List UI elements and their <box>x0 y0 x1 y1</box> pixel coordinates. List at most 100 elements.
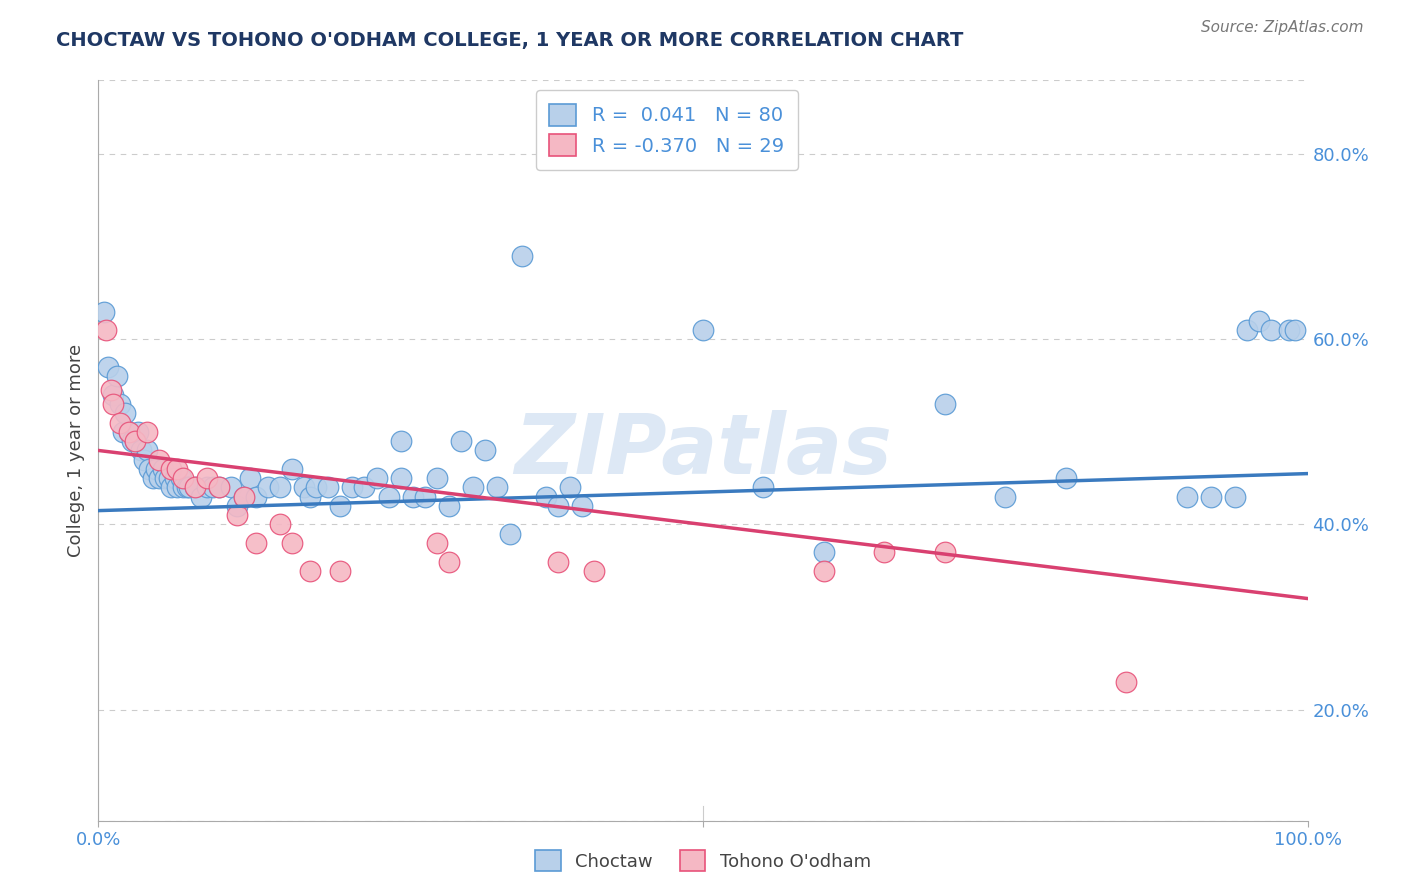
Point <box>160 462 183 476</box>
Legend: Choctaw, Tohono O'odham: Choctaw, Tohono O'odham <box>529 843 877 879</box>
Point <box>1260 323 1282 337</box>
Point <box>148 471 170 485</box>
Point <box>179 480 201 494</box>
Point <box>202 480 225 494</box>
Point <box>389 434 412 449</box>
Text: ZIPatlas: ZIPatlas <box>515 410 891 491</box>
Point <box>498 526 520 541</box>
Point <box>934 545 956 559</box>
Point <box>1199 490 1222 504</box>
Point <box>245 536 267 550</box>
Point <box>208 480 231 494</box>
Point <box>534 490 557 504</box>
Point <box>172 471 194 485</box>
Point <box>118 425 141 439</box>
Point <box>169 471 191 485</box>
Point <box>510 249 533 263</box>
Point <box>873 545 896 559</box>
Point <box>547 555 569 569</box>
Point <box>232 490 254 504</box>
Point <box>190 490 212 504</box>
Point <box>127 425 149 439</box>
Point <box>329 564 352 578</box>
Point <box>108 397 131 411</box>
Point <box>994 490 1017 504</box>
Point <box>100 384 122 398</box>
Point <box>450 434 472 449</box>
Point <box>157 471 180 485</box>
Point <box>153 471 176 485</box>
Point <box>124 434 146 449</box>
Point <box>1175 490 1198 504</box>
Point <box>292 480 315 494</box>
Point <box>195 480 218 494</box>
Point <box>221 480 243 494</box>
Point <box>166 462 188 476</box>
Point <box>281 536 304 550</box>
Point <box>316 480 339 494</box>
Point <box>366 471 388 485</box>
Point <box>437 555 460 569</box>
Point <box>245 490 267 504</box>
Point <box>145 462 167 476</box>
Point <box>152 462 174 476</box>
Point <box>752 480 775 494</box>
Point <box>142 471 165 485</box>
Point <box>176 480 198 494</box>
Point <box>1278 323 1301 337</box>
Point <box>813 564 835 578</box>
Point <box>184 480 207 494</box>
Point <box>813 545 835 559</box>
Point <box>1236 323 1258 337</box>
Point <box>138 462 160 476</box>
Point <box>342 480 364 494</box>
Point <box>299 490 322 504</box>
Point <box>134 452 156 467</box>
Point <box>256 480 278 494</box>
Point <box>97 360 120 375</box>
Point <box>389 471 412 485</box>
Legend: R =  0.041   N = 80, R = -0.370   N = 29: R = 0.041 N = 80, R = -0.370 N = 29 <box>536 90 797 169</box>
Point <box>172 480 194 494</box>
Point <box>226 508 249 523</box>
Point <box>571 499 593 513</box>
Point <box>558 480 581 494</box>
Point <box>329 499 352 513</box>
Point <box>269 480 291 494</box>
Point <box>208 480 231 494</box>
Point <box>163 471 186 485</box>
Point <box>437 499 460 513</box>
Point <box>195 471 218 485</box>
Point <box>135 425 157 439</box>
Point <box>129 443 152 458</box>
Point <box>108 416 131 430</box>
Point <box>121 434 143 449</box>
Point <box>239 471 262 485</box>
Point <box>305 480 328 494</box>
Point <box>232 490 254 504</box>
Text: CHOCTAW VS TOHONO O'ODHAM COLLEGE, 1 YEAR OR MORE CORRELATION CHART: CHOCTAW VS TOHONO O'ODHAM COLLEGE, 1 YEA… <box>56 31 963 50</box>
Point <box>269 517 291 532</box>
Point <box>486 480 509 494</box>
Point <box>474 443 496 458</box>
Point <box>426 536 449 550</box>
Point <box>1284 323 1306 337</box>
Point <box>101 388 124 402</box>
Point <box>124 434 146 449</box>
Point <box>1115 674 1137 689</box>
Point <box>1223 490 1246 504</box>
Point <box>160 480 183 494</box>
Point <box>583 564 606 578</box>
Point <box>111 425 134 439</box>
Point <box>934 397 956 411</box>
Point <box>118 425 141 439</box>
Point <box>692 323 714 337</box>
Point <box>166 480 188 494</box>
Point <box>1249 314 1271 328</box>
Point <box>93 304 115 318</box>
Point <box>413 490 436 504</box>
Point <box>463 480 485 494</box>
Point <box>547 499 569 513</box>
Point <box>184 480 207 494</box>
Point <box>114 407 136 421</box>
